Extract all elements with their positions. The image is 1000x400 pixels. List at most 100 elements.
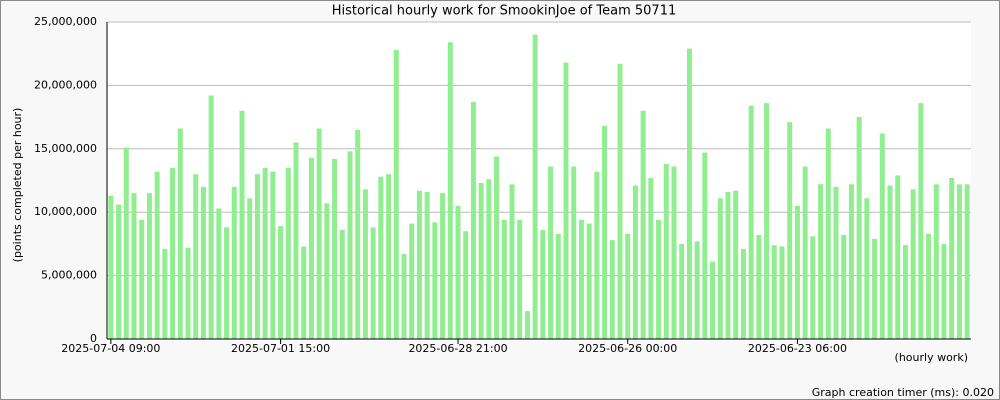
bar (262, 167, 268, 339)
bar (494, 156, 500, 339)
bar (964, 184, 970, 339)
bar (470, 101, 476, 339)
bar (270, 171, 276, 339)
bar (416, 190, 422, 339)
x-tick-label: 2025-06-23 06:00 (748, 342, 847, 355)
bar (563, 62, 569, 340)
bar (926, 233, 932, 339)
x-tick-label: 2025-07-01 15:00 (231, 342, 330, 355)
bar (586, 223, 592, 339)
bar (818, 184, 824, 339)
y-tick-label: 0 (90, 332, 97, 345)
bar (725, 191, 731, 339)
bar (509, 184, 515, 339)
bar (648, 177, 654, 339)
bar (440, 193, 446, 339)
bar (872, 238, 878, 339)
bar (355, 129, 361, 339)
bar (794, 205, 800, 339)
y-axis-label: (points completed per hour) (11, 108, 24, 263)
bar (131, 193, 137, 339)
bar (324, 203, 330, 339)
bar (632, 185, 638, 339)
bar (401, 254, 407, 339)
bar (578, 219, 584, 339)
bar (501, 219, 507, 339)
bar (123, 147, 129, 339)
bar (756, 235, 762, 339)
bar (154, 171, 160, 339)
y-tick-label: 25,000,000 (34, 15, 97, 28)
bar (370, 227, 376, 339)
bar (532, 34, 538, 340)
bar (879, 133, 885, 339)
bar (740, 248, 746, 339)
bar (679, 243, 685, 339)
bar (702, 152, 708, 339)
bar (810, 236, 816, 339)
bar (825, 128, 831, 339)
bar (694, 241, 700, 339)
bar (548, 166, 554, 339)
footer: Graph creation timer (ms): 0.020 (812, 386, 994, 399)
bar (393, 49, 399, 340)
bar (956, 184, 962, 339)
bar (301, 246, 307, 339)
bar (524, 311, 530, 339)
chart-title: Historical hourly work for SmookinJoe of… (332, 4, 676, 19)
x-tick-label: 2025-06-28 21:00 (408, 342, 507, 355)
bar (247, 198, 253, 339)
bar (447, 42, 453, 340)
bar (933, 184, 939, 339)
bar (193, 174, 199, 339)
bar (910, 189, 916, 339)
bar (625, 233, 631, 339)
bar (162, 248, 168, 339)
bar (378, 176, 384, 339)
bar (463, 231, 469, 339)
bar (139, 219, 145, 339)
bar (254, 174, 260, 339)
x-tick-label: 2025-07-04 09:00 (61, 342, 160, 355)
bar (362, 189, 368, 339)
bar (216, 208, 222, 339)
bar (517, 219, 523, 339)
bar (108, 195, 114, 339)
bar (671, 166, 677, 339)
y-tick-label: 5,000,000 (41, 269, 97, 282)
bar (478, 183, 484, 339)
bar (686, 48, 692, 340)
bar (316, 128, 322, 339)
bar (918, 103, 924, 339)
bar (602, 125, 608, 339)
bar (200, 186, 206, 339)
bar (386, 174, 392, 339)
bar (887, 185, 893, 339)
bar (486, 179, 492, 339)
y-tick-label: 20,000,000 (34, 78, 97, 91)
x-tick-label: 2025-06-26 00:00 (578, 342, 677, 355)
bar (278, 226, 284, 339)
bar (663, 164, 669, 339)
bar (779, 246, 785, 339)
bar (787, 122, 793, 339)
bar (146, 193, 152, 339)
bar (864, 198, 870, 339)
bar (841, 235, 847, 339)
bar (409, 223, 415, 339)
bar (177, 128, 183, 339)
bar (116, 204, 122, 339)
bar (710, 261, 716, 339)
bar (555, 233, 561, 339)
bar (432, 222, 438, 339)
bar (455, 205, 461, 339)
bar (902, 245, 908, 339)
bar (308, 157, 314, 339)
bar (733, 190, 739, 339)
x-axis-label: (hourly work) (895, 351, 968, 364)
bar (856, 117, 862, 339)
bar (640, 110, 646, 339)
bar (656, 219, 662, 339)
y-tick-label: 15,000,000 (34, 142, 97, 155)
